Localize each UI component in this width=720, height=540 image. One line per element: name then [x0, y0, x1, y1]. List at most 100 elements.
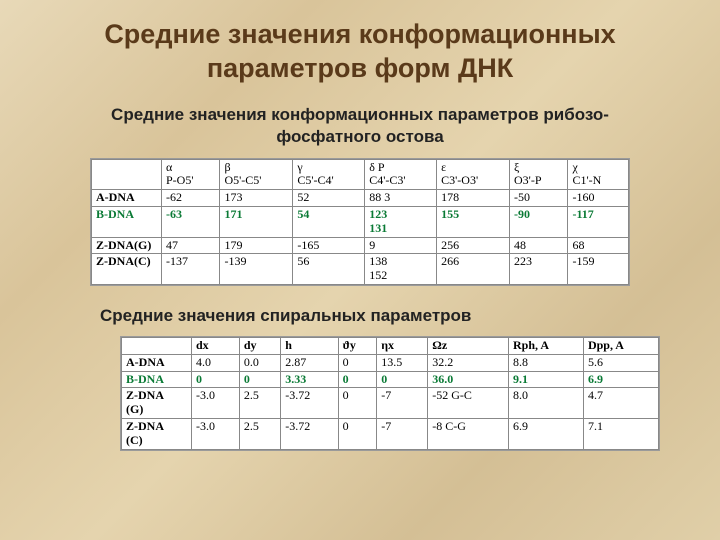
table-2-corner	[122, 338, 192, 355]
table-1-cell-0-1: 173	[220, 190, 293, 207]
table-2-header-5: Ωz	[428, 338, 509, 355]
table-2: dxdyhϑyηxΩzRph, ADpp, A A-DNA4.00.02.870…	[121, 337, 659, 450]
table-2-header-3: ϑy	[338, 338, 377, 355]
table-2-cell-1-3: 0	[338, 371, 377, 388]
table-2-cell-1-4: 0	[377, 371, 428, 388]
table-row: A-DNA4.00.02.87013.532.28.85.6	[122, 354, 659, 371]
table-2-body: A-DNA4.00.02.87013.532.28.85.6B-DNA003.3…	[122, 354, 659, 449]
table-2-cell-0-1: 0.0	[239, 354, 280, 371]
table-2-cell-3-2: -3.72	[281, 419, 338, 450]
table-1-cell-0-2: 52	[293, 190, 365, 207]
main-title: Средние значения конформационных парамет…	[40, 18, 680, 86]
table-1-cell-2-3: 9	[365, 237, 437, 254]
table-2-row-3-label: Z-DNA(C)	[122, 419, 192, 450]
table-1-cell-0-0: -62	[162, 190, 220, 207]
subtitle-1-line-1: Средние значения конформационных парамет…	[111, 105, 609, 124]
table-1-cell-0-6: -160	[568, 190, 629, 207]
table-1-container: αP-O5'βO5'-C5'γC5'-C4'δ PC4'-C3'εC3'-O3'…	[90, 158, 630, 286]
subtitle-1-line-2: фосфатного остова	[276, 127, 443, 146]
table-1-cell-2-1: 179	[220, 237, 293, 254]
table-2-header-2: h	[281, 338, 338, 355]
table-2-cell-3-0: -3.0	[192, 419, 240, 450]
table-1-cell-2-0: 47	[162, 237, 220, 254]
table-2-header-4: ηx	[377, 338, 428, 355]
table-2-cell-3-7: 7.1	[583, 419, 658, 450]
table-1-corner	[92, 159, 162, 190]
table-2-cell-2-5: -52 G-C	[428, 388, 509, 419]
table-2-row-2-label: Z-DNA(G)	[122, 388, 192, 419]
table-2-cell-1-6: 9.1	[508, 371, 583, 388]
table-2-cell-0-4: 13.5	[377, 354, 428, 371]
slide: Средние значения конформационных парамет…	[0, 0, 720, 540]
table-1-header-5: ξO3'-P	[510, 159, 568, 190]
table-2-row-0-label: A-DNA	[122, 354, 192, 371]
table-1-row-3-label: Z-DNA(C)	[92, 254, 162, 285]
table-1-cell-1-3: 123131	[365, 207, 437, 238]
table-2-cell-2-2: -3.72	[281, 388, 338, 419]
table-2-cell-1-1: 0	[239, 371, 280, 388]
table-1-cell-3-1: -139	[220, 254, 293, 285]
table-row: Z-DNA(G)-3.02.5-3.720-7-52 G-C8.04.7	[122, 388, 659, 419]
table-1-cell-0-4: 178	[437, 190, 510, 207]
table-2-cell-0-2: 2.87	[281, 354, 338, 371]
table-2-cell-3-4: -7	[377, 419, 428, 450]
table-1-cell-3-2: 56	[293, 254, 365, 285]
table-1-cell-3-3: 138152	[365, 254, 437, 285]
table-row: Z-DNA(C)-137-13956138152266223-159	[92, 254, 629, 285]
table-2-cell-2-6: 8.0	[508, 388, 583, 419]
table-1-row-1-label: B-DNA	[92, 207, 162, 238]
table-1-cell-3-5: 223	[510, 254, 568, 285]
table-2-cell-3-1: 2.5	[239, 419, 280, 450]
table-1-cell-2-2: -165	[293, 237, 365, 254]
table-row: A-DNA-621735288 3178-50-160	[92, 190, 629, 207]
table-2-cell-2-0: -3.0	[192, 388, 240, 419]
table-2-head: dxdyhϑyηxΩzRph, ADpp, A	[122, 338, 659, 355]
table-2-header-0: dx	[192, 338, 240, 355]
table-1-cell-1-5: -90	[510, 207, 568, 238]
table-row: B-DNA-6317154123131155-90-117	[92, 207, 629, 238]
table-1-cell-3-0: -137	[162, 254, 220, 285]
table-1-cell-1-4: 155	[437, 207, 510, 238]
table-1-cell-1-6: -117	[568, 207, 629, 238]
table-2-cell-3-5: -8 C-G	[428, 419, 509, 450]
table-1: αP-O5'βO5'-C5'γC5'-C4'δ PC4'-C3'εC3'-O3'…	[91, 159, 629, 285]
table-2-cell-0-0: 4.0	[192, 354, 240, 371]
table-1-cell-1-2: 54	[293, 207, 365, 238]
table-2-container: dxdyhϑyηxΩzRph, ADpp, A A-DNA4.00.02.870…	[120, 336, 660, 451]
table-1-header-0: αP-O5'	[162, 159, 220, 190]
table-1-body: A-DNA-621735288 3178-50-160B-DNA-6317154…	[92, 190, 629, 285]
table-1-cell-1-0: -63	[162, 207, 220, 238]
table-1-header-3: δ PC4'-C3'	[365, 159, 437, 190]
table-1-row-0-label: A-DNA	[92, 190, 162, 207]
table-2-cell-1-7: 6.9	[583, 371, 658, 388]
table-1-cell-2-6: 68	[568, 237, 629, 254]
table-2-cell-0-5: 32.2	[428, 354, 509, 371]
table-1-row-2-label: Z-DNA(G)	[92, 237, 162, 254]
table-row: B-DNA003.330036.09.16.9	[122, 371, 659, 388]
table-1-cell-3-6: -159	[568, 254, 629, 285]
table-1-header-2: γC5'-C4'	[293, 159, 365, 190]
table-2-cell-2-3: 0	[338, 388, 377, 419]
table-1-cell-3-4: 266	[437, 254, 510, 285]
table-row: Z-DNA(G)47179-16592564868	[92, 237, 629, 254]
table-1-cell-2-5: 48	[510, 237, 568, 254]
table-1-cell-0-3: 88 3	[365, 190, 437, 207]
table-row: Z-DNA(C)-3.02.5-3.720-7-8 C-G6.97.1	[122, 419, 659, 450]
table-2-cell-0-7: 5.6	[583, 354, 658, 371]
table-1-header-6: χC1'-N	[568, 159, 629, 190]
table-2-header-1: dy	[239, 338, 280, 355]
table-2-cell-2-7: 4.7	[583, 388, 658, 419]
table-1-cell-1-1: 171	[220, 207, 293, 238]
table-1-header-1: βO5'-C5'	[220, 159, 293, 190]
table-1-header-4: εC3'-O3'	[437, 159, 510, 190]
table-2-cell-1-0: 0	[192, 371, 240, 388]
table-2-cell-2-1: 2.5	[239, 388, 280, 419]
table-2-header-6: Rph, A	[508, 338, 583, 355]
table-2-cell-1-2: 3.33	[281, 371, 338, 388]
subtitle-1: Средние значения конформационных парамет…	[40, 104, 680, 148]
table-2-cell-0-3: 0	[338, 354, 377, 371]
table-2-cell-1-5: 36.0	[428, 371, 509, 388]
table-2-header-7: Dpp, A	[583, 338, 658, 355]
subtitle-2: Средние значения спиральных параметров	[100, 306, 680, 326]
table-2-cell-2-4: -7	[377, 388, 428, 419]
